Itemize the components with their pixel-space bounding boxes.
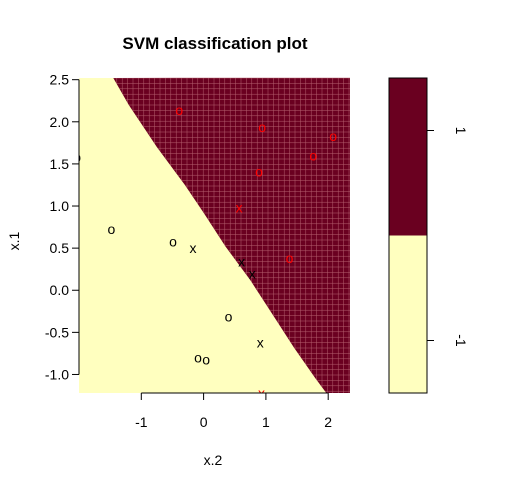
y-axis-label: x.1 (6, 231, 22, 250)
data-point-class-minus-1: o (225, 308, 233, 324)
color-key-frame (388, 77, 428, 394)
y-axis: -1.0 -0.5 0.0 0.5 1.0 1.5 2.0 2.5 (45, 72, 80, 382)
color-key-swatch-minus-1 (389, 235, 427, 393)
region-class-1 (113, 78, 350, 393)
color-key-swatch-1 (389, 78, 427, 236)
data-point-class-minus-1: o (194, 350, 202, 366)
data-point-class-minus-1-support-vector: x (190, 240, 197, 256)
y-tick-label: 1.5 (50, 156, 70, 172)
data-point-class-1: o (286, 250, 294, 266)
y-tick-label: 2.5 (50, 72, 70, 88)
data-point-class-minus-1-support-vector: x (249, 265, 256, 281)
x-tick-label: 0 (200, 414, 208, 430)
x-tick-label: 1 (262, 414, 270, 430)
color-key-legend: -1 1 (388, 77, 469, 394)
y-tick-label: -0.5 (45, 324, 69, 340)
color-key-tick-label: -1 (453, 334, 469, 347)
color-key-tick-label: 1 (453, 127, 469, 135)
y-tick-label: 0.5 (50, 240, 70, 256)
data-point-class-1: o (255, 163, 263, 179)
y-tick-label: 0.0 (50, 282, 70, 298)
data-point-class-1-support-vector: x (236, 200, 243, 216)
x-axis-label: x.2 (204, 452, 223, 468)
data-point-class-minus-1-support-vector: x (238, 254, 245, 270)
y-tick-label: 1.0 (50, 198, 70, 214)
x-axis: -1 0 1 2 (135, 392, 332, 430)
data-point-class-1: o (175, 102, 183, 118)
x-tick-label: 2 (324, 414, 332, 430)
data-point-class-1: o (309, 147, 317, 163)
data-point-class-minus-1: o (169, 233, 177, 249)
data-point-class-1-support-vector: x (258, 385, 265, 401)
chart-title: SVM classification plot (122, 34, 307, 53)
x-tick-label: -1 (135, 414, 148, 430)
y-tick-label: 2.0 (50, 114, 70, 130)
data-point-class-1: o (329, 128, 337, 144)
data-point-class-minus-1-support-vector: x (257, 334, 264, 350)
data-point-class-minus-1: o (107, 221, 115, 237)
data-point-class-1: o (258, 119, 266, 135)
data-point-class-minus-1: o (202, 351, 210, 367)
data-point-class-minus-1: o (73, 149, 81, 165)
y-tick-label: -1.0 (45, 366, 69, 382)
